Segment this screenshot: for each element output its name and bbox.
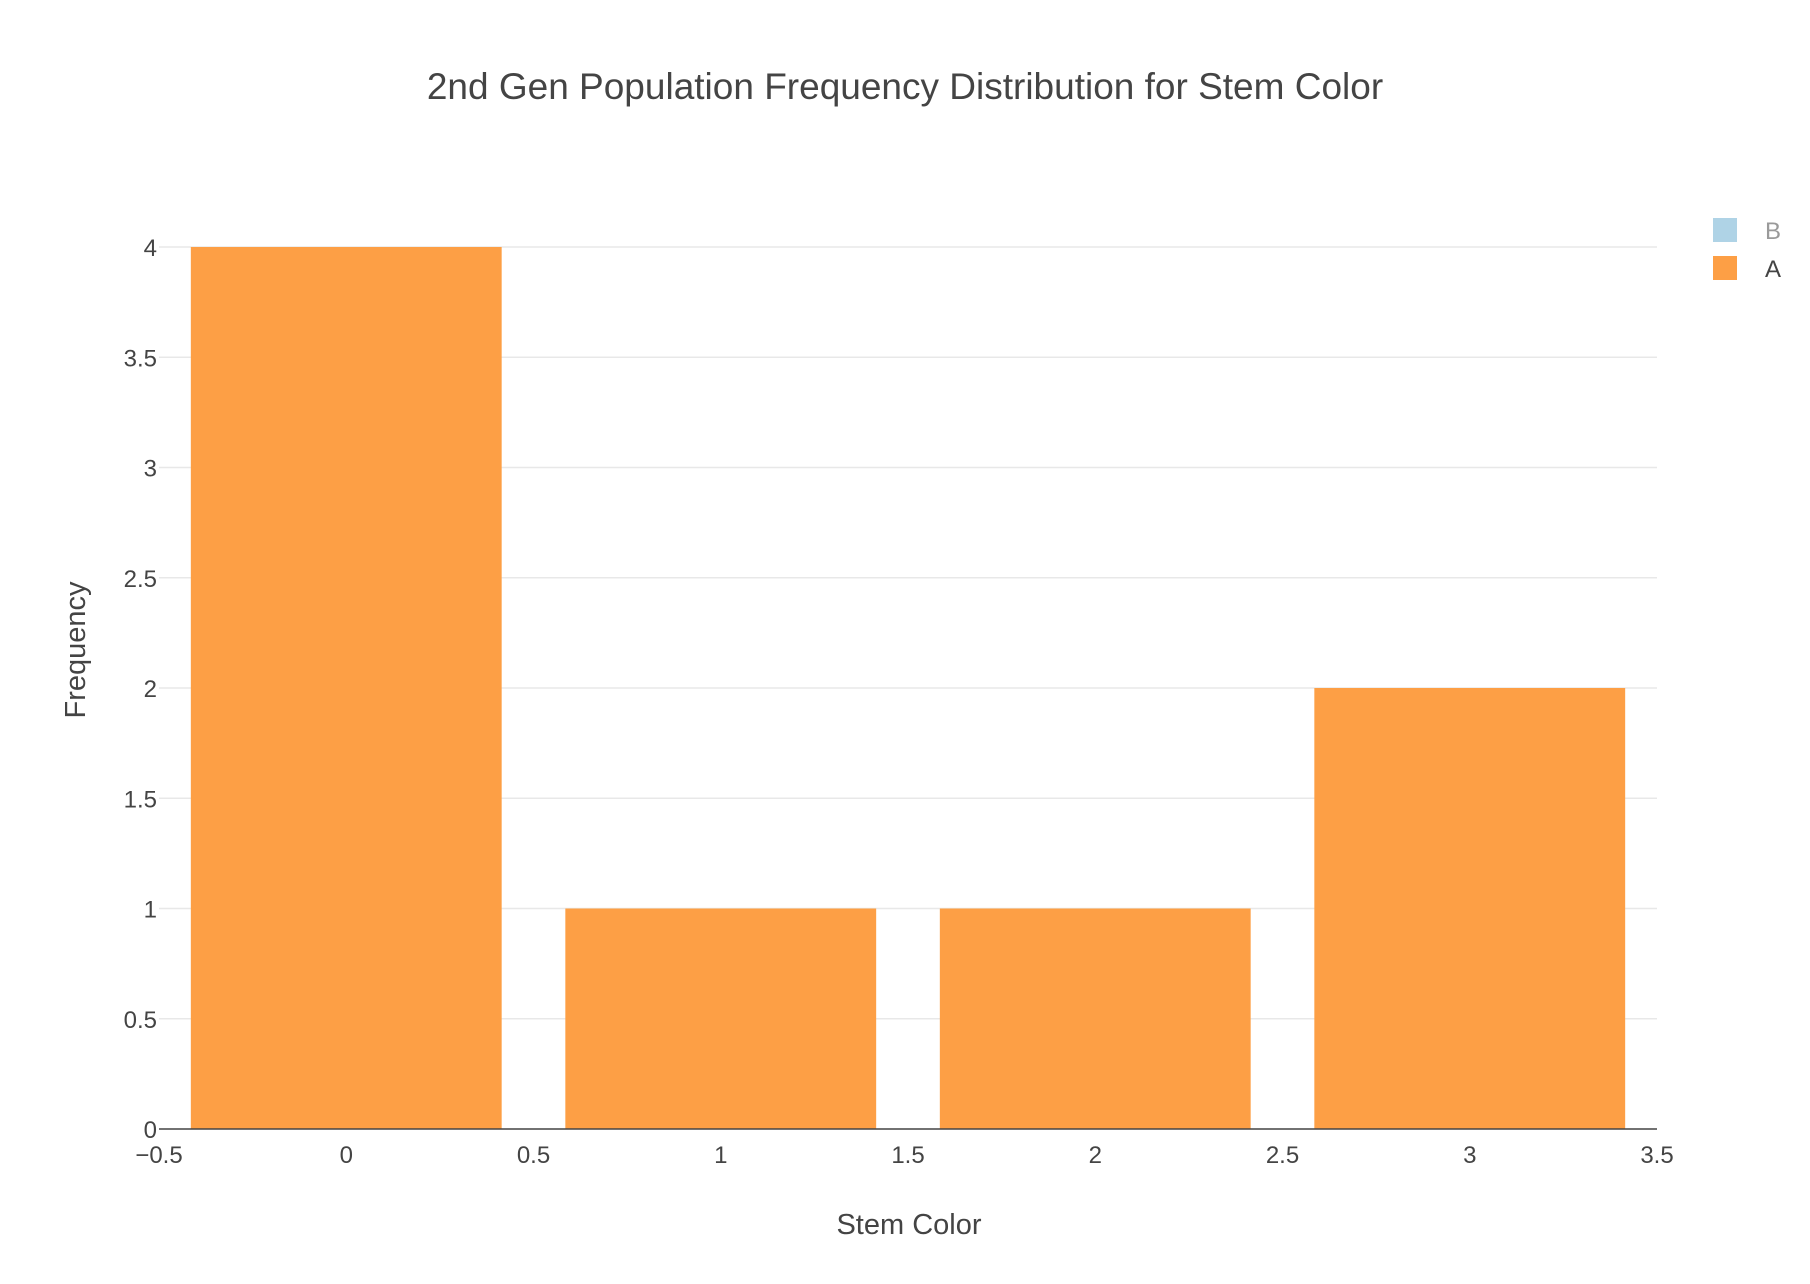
legend-swatch bbox=[1713, 218, 1737, 242]
y-ticks: 0 0.5 1 1.5 2 2.5 3 3.5 4 bbox=[124, 235, 157, 1144]
bar-A-2 bbox=[939, 908, 1251, 1129]
legend-label: A bbox=[1765, 256, 1781, 283]
x-tick-label: 0.5 bbox=[517, 1142, 550, 1169]
legend-item-A[interactable]: A bbox=[1713, 256, 1781, 283]
chart-title: 2nd Gen Population Frequency Distributio… bbox=[427, 66, 1383, 107]
bars bbox=[190, 247, 1626, 1129]
y-tick-label: 4 bbox=[144, 235, 157, 262]
bar-A-0 bbox=[190, 247, 502, 1129]
x-tick-label: 1.5 bbox=[891, 1142, 924, 1169]
x-tick-label: 0 bbox=[340, 1142, 353, 1169]
y-axis-title: Frequency bbox=[60, 581, 92, 719]
legend: BA bbox=[1713, 218, 1781, 283]
y-tick-label: 1 bbox=[144, 897, 157, 924]
x-tick-label: 3.5 bbox=[1640, 1142, 1673, 1169]
y-tick-label: 1.5 bbox=[124, 786, 157, 813]
legend-item-B[interactable]: B bbox=[1713, 218, 1781, 245]
x-ticks: −0.5 0 0.5 1 1.5 2 2.5 3 3.5 bbox=[135, 1142, 1673, 1169]
x-tick-label: 3 bbox=[1463, 1142, 1476, 1169]
x-tick-label: 1 bbox=[714, 1142, 727, 1169]
x-tick-label: 2.5 bbox=[1266, 1142, 1299, 1169]
y-tick-label: 3.5 bbox=[124, 345, 157, 372]
legend-swatch bbox=[1713, 256, 1737, 280]
y-tick-label: 0.5 bbox=[124, 1007, 157, 1034]
y-tick-label: 0 bbox=[144, 1117, 157, 1144]
y-tick-label: 3 bbox=[144, 456, 157, 483]
x-tick-label: −0.5 bbox=[135, 1142, 182, 1169]
bar-A-3 bbox=[1314, 688, 1626, 1129]
x-tick-label: 2 bbox=[1089, 1142, 1102, 1169]
bar-A-1 bbox=[565, 908, 877, 1129]
y-tick-label: 2.5 bbox=[124, 566, 157, 593]
x-axis-title: Stem Color bbox=[836, 1209, 981, 1241]
legend-label: B bbox=[1765, 218, 1781, 245]
y-tick-label: 2 bbox=[144, 676, 157, 703]
